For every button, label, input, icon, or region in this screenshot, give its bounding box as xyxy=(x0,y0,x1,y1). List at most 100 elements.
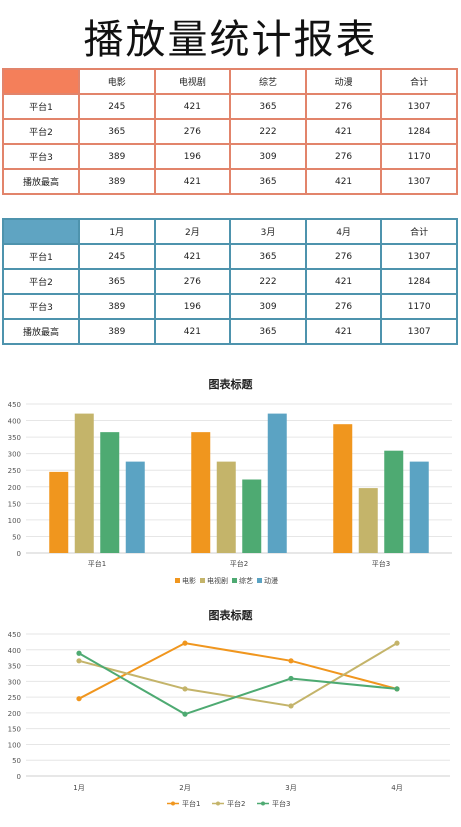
series-line xyxy=(78,642,398,707)
bar xyxy=(125,461,145,553)
column-header: 电视剧 xyxy=(153,68,232,95)
table-cell: 421 xyxy=(153,318,232,345)
table-cell: 389 xyxy=(78,293,156,320)
bar-chart-title: 图表标题 xyxy=(208,378,253,391)
table-cell: 196 xyxy=(153,293,232,320)
table-cell: 365 xyxy=(229,168,307,195)
column-header: 1月 xyxy=(78,218,156,245)
column-header: 电影 xyxy=(78,68,156,95)
table-cell: 276 xyxy=(304,93,383,120)
x-tick-label: 3月 xyxy=(285,784,296,792)
bar xyxy=(242,479,262,553)
table-cell: 245 xyxy=(78,93,156,120)
data-point xyxy=(76,650,82,656)
column-header xyxy=(2,218,80,245)
category-table-row: 平台3 389 196 309 276 1170 xyxy=(2,143,458,170)
monthly-table-row: 平台2 365 276 222 421 1284 xyxy=(2,268,458,295)
row-header: 平台2 xyxy=(2,268,80,295)
row-header: 平台1 xyxy=(2,93,80,120)
category-table-header-row: 电影 电视剧 综艺 动漫 合计 xyxy=(2,68,458,95)
x-tick-label: 4月 xyxy=(391,784,402,792)
data-point xyxy=(394,640,400,646)
row-header: 平台2 xyxy=(2,118,80,145)
category-table-row: 平台1 245 421 365 276 1307 xyxy=(2,93,458,120)
y-tick-label: 150 xyxy=(8,500,21,508)
y-tick-label: 450 xyxy=(8,401,21,409)
data-point xyxy=(288,703,294,709)
y-tick-label: 0 xyxy=(17,550,21,558)
table-cell: 276 xyxy=(153,118,232,145)
bar xyxy=(358,488,378,553)
table-cell: 1307 xyxy=(380,93,458,120)
legend-marker xyxy=(171,801,175,806)
table-cell: 1307 xyxy=(380,243,458,270)
column-header: 动漫 xyxy=(304,68,383,95)
category-table: 电影 电视剧 综艺 动漫 合计 平台1 245 421 365 276 1307 平台2 365 276 2… xyxy=(2,68,458,195)
table-cell: 365 xyxy=(78,268,156,295)
table-cell: 365 xyxy=(229,93,307,120)
x-tick-label: 平台3 xyxy=(372,559,390,568)
y-tick-label: 250 xyxy=(8,467,21,475)
table-cell: 365 xyxy=(229,243,307,270)
table-cell: 222 xyxy=(229,268,307,295)
bar xyxy=(49,471,69,553)
table-cell: 421 xyxy=(153,243,232,270)
bar xyxy=(74,413,94,553)
data-point xyxy=(76,658,82,664)
data-point xyxy=(288,658,294,664)
table-cell: 421 xyxy=(153,93,232,120)
row-header: 播放最高 xyxy=(2,168,80,195)
y-tick-label: 250 xyxy=(8,694,21,702)
table-cell: 421 xyxy=(304,168,383,195)
table-cell: 1170 xyxy=(380,143,458,170)
table-cell: 389 xyxy=(78,143,156,170)
bar xyxy=(267,413,287,553)
y-tick-label: 100 xyxy=(8,517,21,525)
table-cell: 309 xyxy=(229,143,307,170)
bar xyxy=(333,424,353,553)
series-line xyxy=(78,652,398,716)
column-header: 4月 xyxy=(304,218,383,245)
y-tick-label: 300 xyxy=(8,678,21,686)
page-title: 播放量统计报表 xyxy=(83,17,378,63)
row-header: 平台1 xyxy=(2,243,80,270)
monthly-table-header-row: 1月 2月 3月 4月 合计 xyxy=(2,218,458,245)
legend-marker xyxy=(261,801,265,806)
legend-label: 平台1 xyxy=(182,799,200,808)
table-cell: 1170 xyxy=(380,293,458,320)
table-cell: 276 xyxy=(304,143,383,170)
legend-swatch xyxy=(175,578,180,583)
bar-chart: 0 50 100 150 200 250 300 350 400 450 平台1 平台2 平台3 电影 电视… xyxy=(8,401,452,585)
legend-label: 电视剧 xyxy=(207,576,228,585)
y-tick-label: 0 xyxy=(17,773,21,781)
bar xyxy=(191,432,211,553)
legend-swatch xyxy=(200,578,205,583)
data-point xyxy=(182,686,188,692)
monthly-table: 1月 2月 3月 4月 合计 平台1 245 421 365 276 1307 平台2 365 276 22… xyxy=(2,218,458,345)
table-cell: 421 xyxy=(304,318,383,345)
data-point xyxy=(288,675,294,682)
y-tick-label: 200 xyxy=(8,484,21,492)
legend-label: 综艺 xyxy=(239,576,253,585)
table-cell: 365 xyxy=(78,118,156,145)
category-table-row: 平台2 365 276 222 421 1284 xyxy=(2,118,458,145)
table-cell: 421 xyxy=(304,268,383,295)
category-table-row: 播放最高 389 421 365 421 1307 xyxy=(2,168,458,195)
data-point xyxy=(76,696,82,702)
x-tick-label: 1月 xyxy=(73,784,84,792)
y-tick-label: 100 xyxy=(8,741,21,749)
y-tick-label: 200 xyxy=(8,710,21,718)
line-chart-title: 图表标题 xyxy=(208,609,253,622)
x-tick-label: 2月 xyxy=(179,784,190,792)
bar xyxy=(216,461,236,553)
column-header: 综艺 xyxy=(229,68,307,95)
column-header: 2月 xyxy=(153,218,232,245)
table-cell: 1284 xyxy=(380,118,458,145)
y-tick-label: 300 xyxy=(8,451,21,459)
table-cell: 365 xyxy=(229,318,307,345)
table-cell: 196 xyxy=(153,143,232,170)
y-tick-label: 350 xyxy=(8,663,21,671)
y-tick-label: 350 xyxy=(8,434,21,442)
legend-marker xyxy=(216,801,220,806)
